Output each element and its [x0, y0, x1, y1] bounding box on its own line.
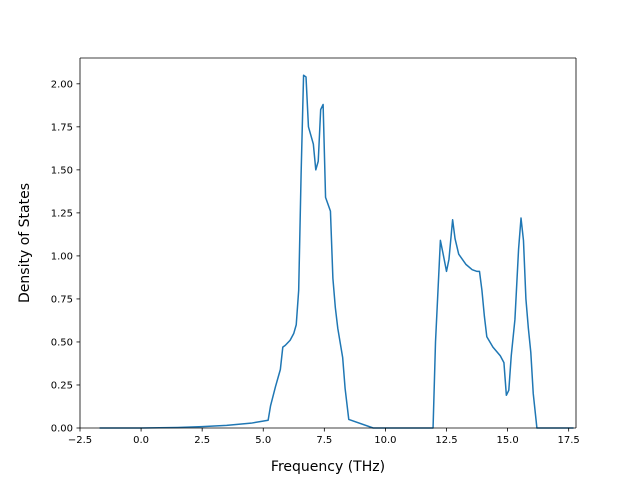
- dos-series-line: [99, 74, 574, 429]
- y-tick-label: 0.50: [51, 337, 73, 348]
- y-tick-label: 1.25: [51, 208, 73, 219]
- y-tick-label: 0.25: [51, 380, 73, 391]
- x-tick-label: 12.5: [435, 435, 457, 446]
- x-axis-label: Frequency (THz): [271, 459, 385, 475]
- plot-area: [80, 58, 576, 428]
- y-tick-label: 1.75: [51, 122, 73, 133]
- axes-frame: [79, 57, 577, 429]
- x-tick-label: 0.0: [133, 435, 149, 446]
- x-tick-label: 2.5: [194, 435, 210, 446]
- x-tick-label: 17.5: [558, 435, 580, 446]
- series-layer: [99, 74, 574, 429]
- x-tick-label: −2.5: [68, 435, 92, 446]
- y-tick-label: 0.00: [51, 424, 73, 435]
- y-axis-label: Density of States: [17, 183, 33, 303]
- y-tick-label: 1.00: [51, 251, 73, 262]
- x-tick-label: 15.0: [496, 435, 518, 446]
- y-tick-label: 0.75: [51, 294, 73, 305]
- y-tick-label: 1.50: [51, 165, 73, 176]
- y-axis-ticks: 0.00 0.25 0.50 0.75 1.00 1.25 1.50 1.75 2.00: [51, 79, 80, 435]
- x-tick-label: 5.0: [255, 435, 271, 446]
- x-tick-label: 7.5: [316, 435, 332, 446]
- x-axis-ticks: −2.5 0.0 2.5 5.0 7.5 10.0 12.5 15.0 17.5: [68, 428, 580, 446]
- y-tick-label: 2.00: [51, 79, 73, 90]
- x-tick-label: 10.0: [374, 435, 396, 446]
